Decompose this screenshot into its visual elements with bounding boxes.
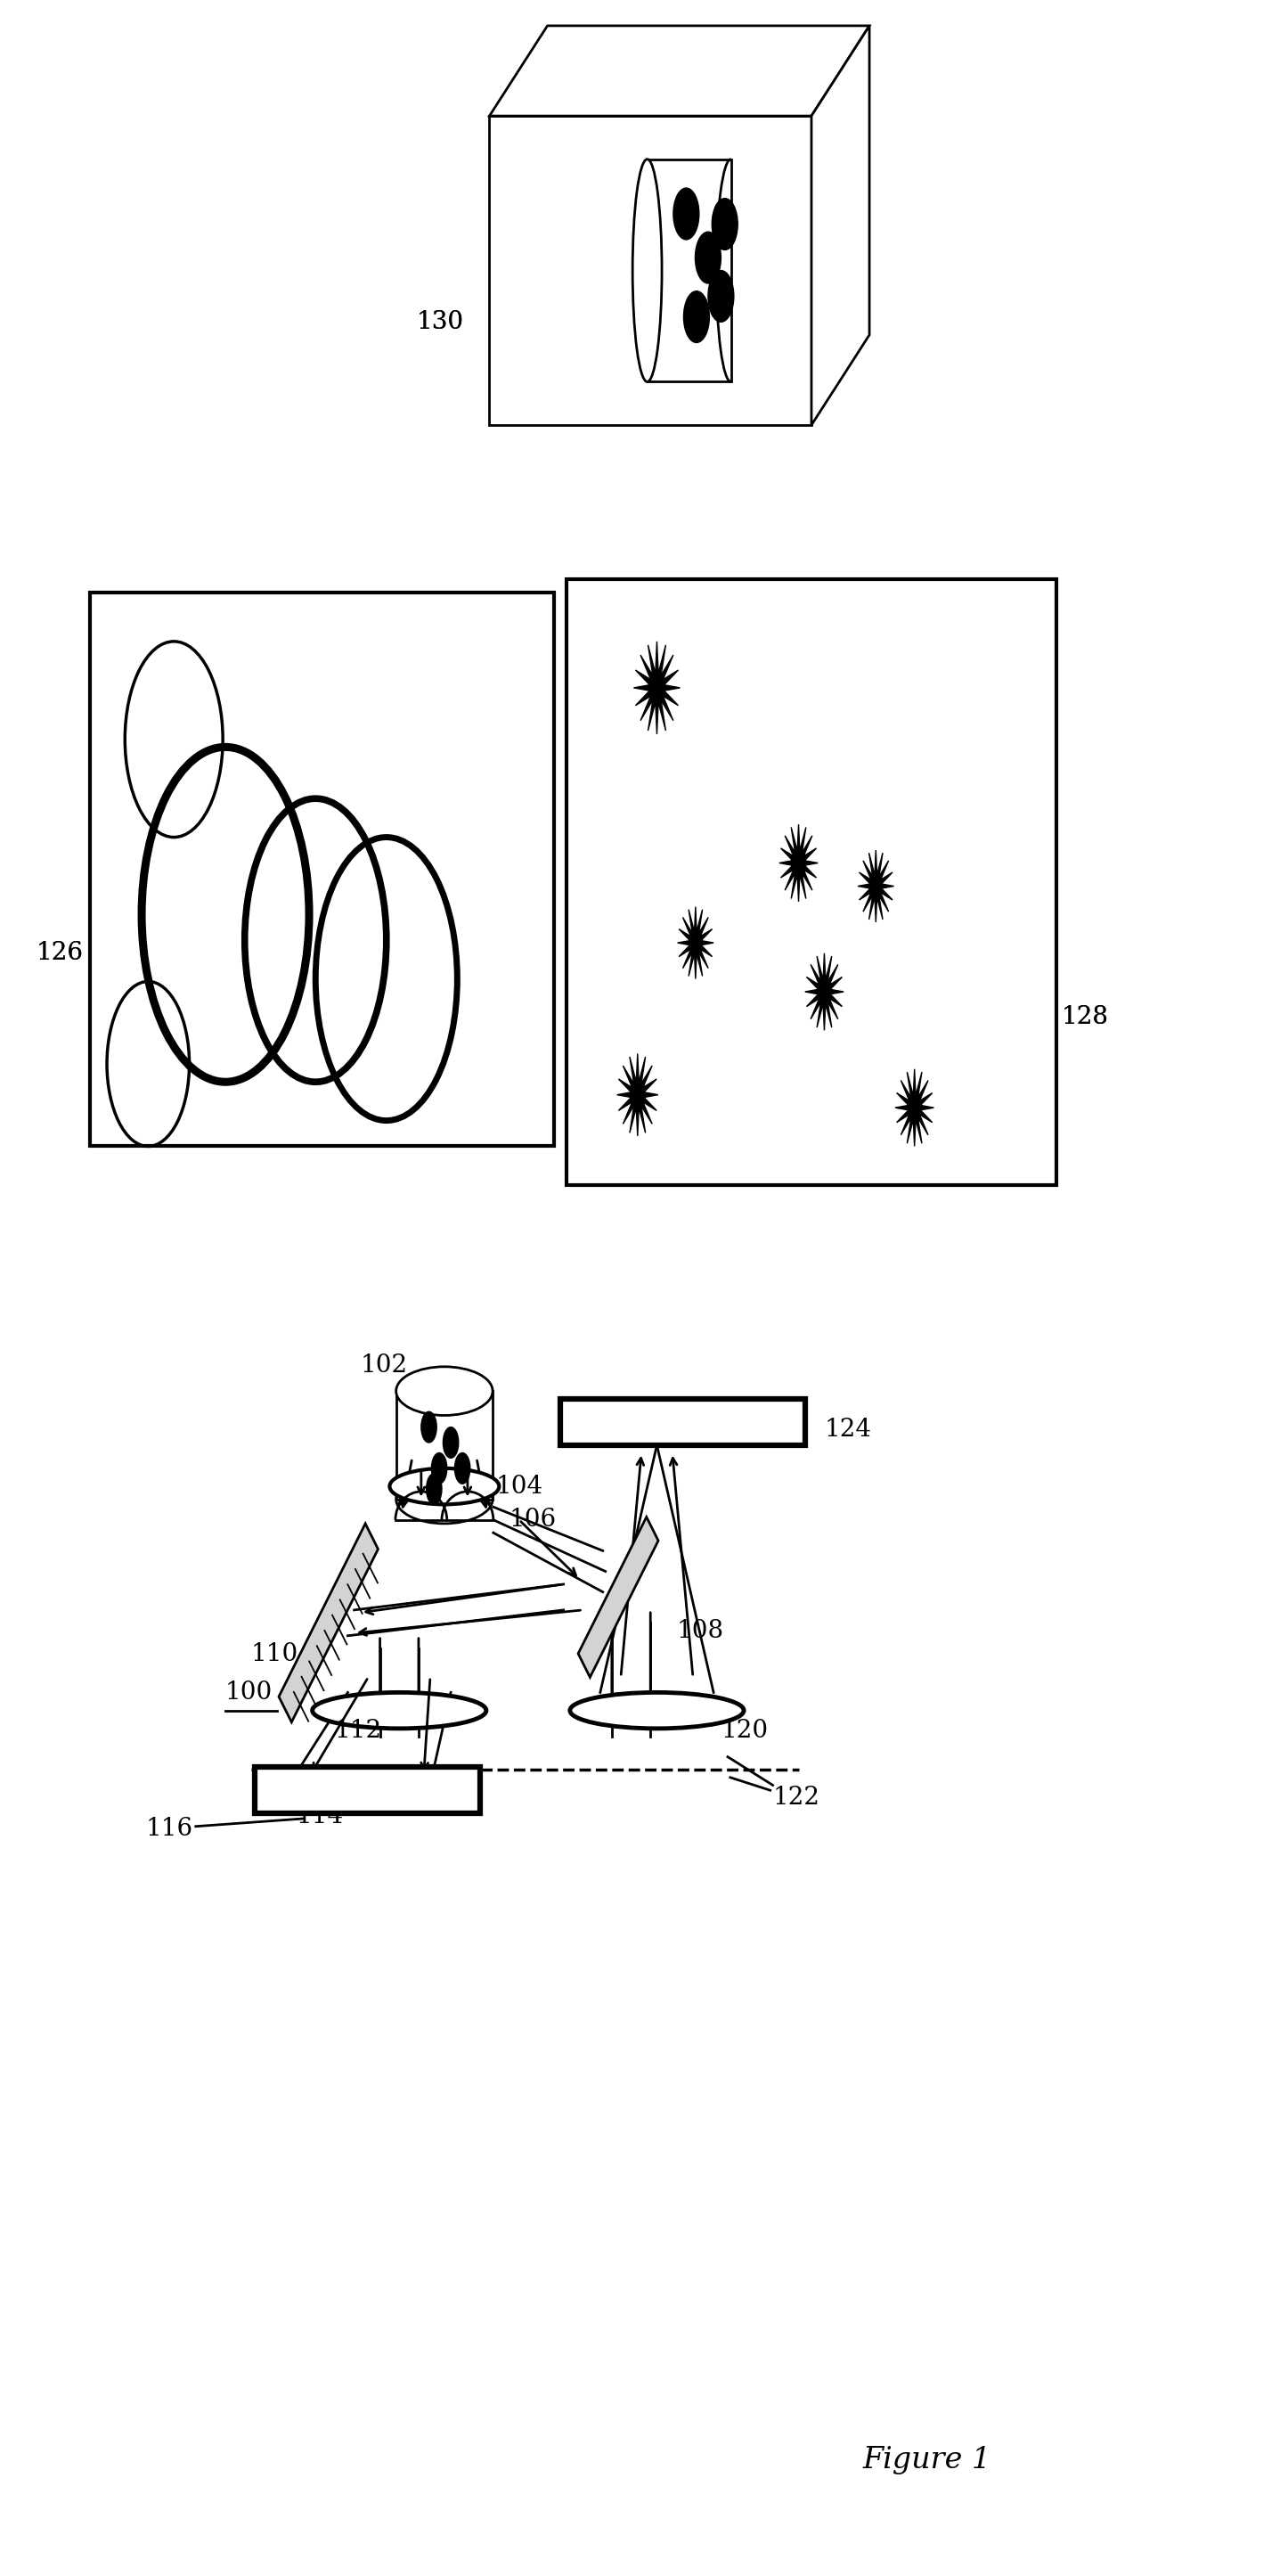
Bar <box>567 580 1056 1185</box>
Polygon shape <box>677 907 714 979</box>
Bar <box>560 1399 805 1445</box>
Polygon shape <box>895 1069 934 1146</box>
Circle shape <box>455 1453 470 1484</box>
Polygon shape <box>397 1391 492 1499</box>
Text: 122: 122 <box>773 1785 820 1811</box>
Text: 120: 120 <box>721 1718 769 1744</box>
Bar <box>648 160 732 381</box>
Polygon shape <box>858 850 894 922</box>
Polygon shape <box>578 1517 658 1677</box>
Text: 108: 108 <box>676 1618 724 1643</box>
Text: 118: 118 <box>335 1785 383 1811</box>
Text: 128: 128 <box>1061 1005 1109 1030</box>
Circle shape <box>696 232 721 283</box>
Bar <box>255 1767 479 1814</box>
Text: 126: 126 <box>36 940 84 966</box>
Circle shape <box>708 270 734 322</box>
Text: 114: 114 <box>296 1803 344 1829</box>
Polygon shape <box>779 824 818 902</box>
Circle shape <box>712 198 738 250</box>
Text: 128: 128 <box>1061 1005 1109 1030</box>
Polygon shape <box>634 641 680 734</box>
Text: 102: 102 <box>361 1352 408 1378</box>
Bar <box>90 592 554 1146</box>
Circle shape <box>421 1412 437 1443</box>
Text: 130: 130 <box>416 309 464 335</box>
Text: 116: 116 <box>146 1816 193 1842</box>
Text: 124: 124 <box>824 1417 872 1443</box>
Circle shape <box>684 291 710 343</box>
Text: 126: 126 <box>36 940 84 966</box>
Text: 112: 112 <box>335 1718 383 1744</box>
Text: Figure 1: Figure 1 <box>863 2445 992 2476</box>
Text: 106: 106 <box>509 1507 556 1533</box>
Ellipse shape <box>571 1692 744 1728</box>
Text: 100: 100 <box>225 1680 273 1705</box>
Ellipse shape <box>312 1692 487 1728</box>
Circle shape <box>426 1473 442 1504</box>
Polygon shape <box>805 953 844 1030</box>
Text: 110: 110 <box>251 1641 299 1667</box>
Polygon shape <box>278 1522 379 1723</box>
Circle shape <box>674 188 699 240</box>
Polygon shape <box>489 116 811 425</box>
Polygon shape <box>617 1054 658 1136</box>
Circle shape <box>431 1453 447 1484</box>
Polygon shape <box>811 26 869 425</box>
Text: 130: 130 <box>416 309 464 335</box>
Circle shape <box>443 1427 459 1458</box>
Polygon shape <box>489 26 869 116</box>
Ellipse shape <box>395 1368 492 1414</box>
Ellipse shape <box>632 160 662 381</box>
Ellipse shape <box>389 1468 498 1504</box>
Text: 104: 104 <box>496 1473 544 1499</box>
